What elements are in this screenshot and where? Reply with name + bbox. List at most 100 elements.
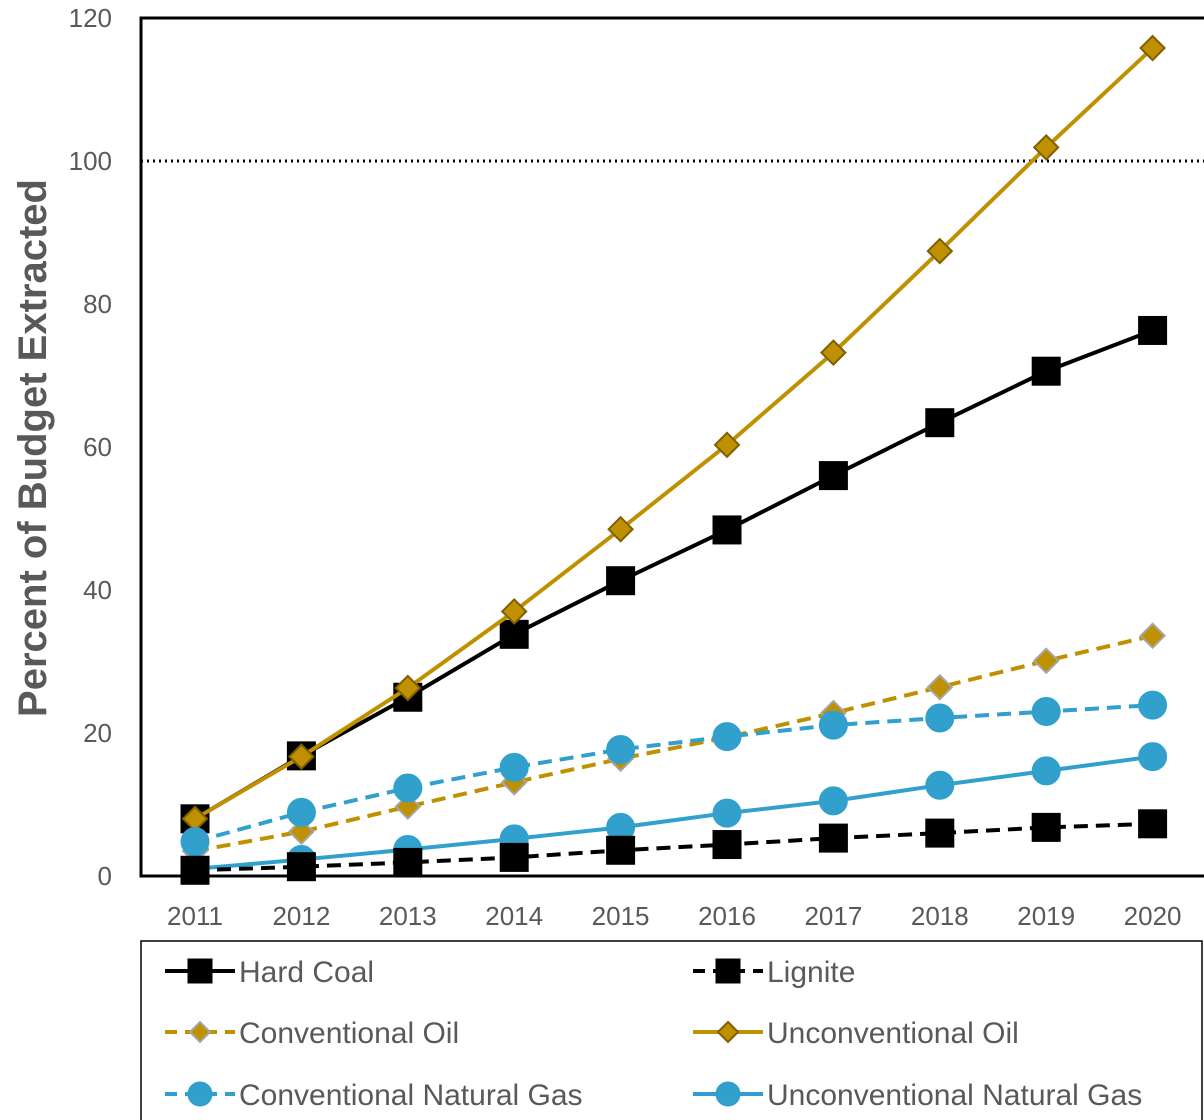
- legend-item-unconventional-natural-gas: Unconventional Natural Gas: [693, 1079, 1142, 1112]
- legend-label: Hard Coal: [239, 956, 374, 989]
- y-tick-label: 0: [98, 861, 112, 891]
- x-tick-label: 2011: [167, 901, 223, 931]
- square-marker: [925, 408, 955, 438]
- x-axis-ticks: 2011 2012 2013 2014 2015 2016 2017 2018 2019 2020: [167, 901, 1181, 931]
- circle-marker: [925, 703, 955, 733]
- series-line: [193, 328, 1154, 821]
- circle-marker: [818, 786, 848, 816]
- legend-item-hard-coal: Hard Coal: [165, 956, 374, 989]
- square-marker: [818, 823, 848, 853]
- square-marker: [393, 847, 423, 877]
- circle-marker: [499, 752, 529, 782]
- circle-marker: [925, 770, 955, 800]
- circle-marker: [286, 797, 316, 827]
- series-hard-coal: [180, 315, 1168, 834]
- x-tick-label: 2014: [485, 901, 543, 931]
- circle-marker: [712, 722, 742, 752]
- circle-marker: [1138, 742, 1168, 772]
- circle-marker: [606, 734, 636, 764]
- circle-marker: [1031, 756, 1061, 786]
- legend-item-conventional-natural-gas: Conventional Natural Gas: [165, 1079, 583, 1112]
- square-marker: [712, 830, 742, 860]
- diamond-marker: [394, 674, 422, 702]
- square-marker: [1138, 315, 1168, 345]
- diamond-marker: [1032, 134, 1060, 161]
- circle-marker: [393, 773, 423, 803]
- y-tick-label: 120: [69, 3, 112, 33]
- legend-label: Conventional Natural Gas: [239, 1079, 583, 1112]
- circle-marker: [1138, 690, 1168, 720]
- diamond-marker: [287, 818, 315, 846]
- diamond-marker: [716, 1020, 740, 1044]
- legend-label: Lignite: [767, 956, 855, 989]
- y-tick-label: 100: [69, 146, 112, 176]
- legend-frame: [140, 940, 1203, 1120]
- x-tick-label: 2020: [1124, 901, 1182, 931]
- diamond-marker: [819, 339, 847, 367]
- square-marker: [1031, 812, 1061, 842]
- y-tick-label: 80: [83, 289, 112, 319]
- circle-marker: [187, 1081, 213, 1107]
- square-marker: [606, 835, 636, 865]
- plot-area: [139, 16, 1204, 885]
- series-lignite: [180, 809, 1168, 885]
- x-tick-label: 2015: [592, 901, 650, 931]
- square-marker: [925, 818, 955, 848]
- square-marker: [712, 515, 742, 545]
- y-tick-label: 40: [83, 575, 112, 605]
- plot-frame: [139, 16, 1204, 878]
- circle-marker: [715, 1081, 741, 1107]
- series-line: [194, 633, 1154, 853]
- square-marker: [606, 566, 636, 596]
- legend-label: Unconventional Oil: [767, 1017, 1019, 1050]
- y-tick-label: 20: [83, 718, 112, 748]
- diamond-marker: [1139, 622, 1167, 650]
- series-line: [194, 821, 1153, 873]
- x-tick-label: 2013: [379, 901, 437, 931]
- diamond-marker: [287, 743, 315, 771]
- square-marker: [180, 855, 210, 885]
- diamond-marker: [607, 515, 635, 543]
- series-unconventional-natural-gas: [180, 742, 1168, 884]
- circle-marker: [712, 798, 742, 828]
- square-marker: [499, 842, 529, 872]
- diamond-marker: [188, 1020, 212, 1044]
- square-marker: [1031, 356, 1061, 386]
- series-line: [194, 703, 1153, 844]
- series-conventional-natural-gas: [180, 690, 1168, 857]
- square-marker: [499, 619, 529, 649]
- series-line: [194, 754, 1153, 871]
- diamond-marker: [1139, 34, 1167, 62]
- diamond-marker: [926, 673, 954, 701]
- square-marker: [715, 958, 741, 984]
- series-line: [193, 46, 1154, 821]
- legend-item-lignite: Lignite: [693, 956, 855, 989]
- x-tick-label: 2017: [804, 901, 862, 931]
- legend-label: Conventional Oil: [239, 1017, 459, 1050]
- y-axis-ticks: 0 20 40 60 80 100 120: [69, 3, 112, 891]
- series-unconventional-oil: [181, 34, 1167, 833]
- x-tick-label: 2016: [698, 901, 756, 931]
- circle-marker: [1031, 697, 1061, 727]
- diamond-marker: [1032, 647, 1060, 675]
- series-layer: [180, 34, 1168, 885]
- square-marker: [1138, 809, 1168, 839]
- square-marker: [286, 852, 316, 882]
- square-marker: [818, 461, 848, 491]
- circle-marker: [180, 827, 210, 857]
- legend-item-unconventional-oil: Unconventional Oil: [693, 1017, 1019, 1050]
- legend-label: Unconventional Natural Gas: [767, 1079, 1142, 1112]
- diamond-marker: [926, 237, 954, 265]
- x-tick-label: 2012: [272, 901, 330, 931]
- x-tick-label: 2018: [911, 901, 969, 931]
- legend: Hard Coal Lignite Conventional Oil Unconven…: [140, 940, 1203, 1120]
- diamond-marker: [713, 431, 741, 459]
- diamond-marker: [500, 598, 528, 625]
- x-tick-label: 2019: [1017, 901, 1075, 931]
- y-axis-label: Percent of Budget Extracted: [11, 179, 55, 717]
- legend-item-conventional-oil: Conventional Oil: [165, 1017, 459, 1050]
- y-tick-label: 60: [83, 432, 112, 462]
- square-marker: [187, 958, 213, 984]
- circle-marker: [818, 710, 848, 740]
